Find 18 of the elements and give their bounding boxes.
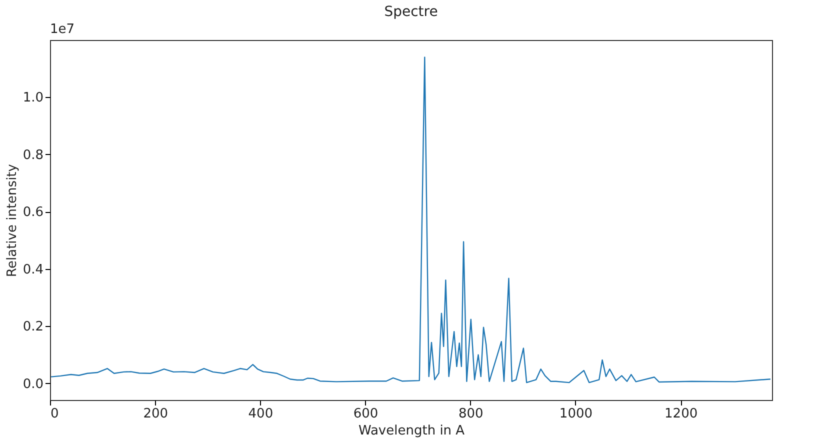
x-tick-label: 400 xyxy=(248,406,274,422)
y-tick-label: 1.0 xyxy=(22,90,44,106)
y-tick-label: 0.4 xyxy=(22,262,44,278)
x-tick-label: 200 xyxy=(143,406,168,422)
line-series xyxy=(50,56,772,384)
y-tick-label: 0.6 xyxy=(22,205,44,220)
text: 1e7 xyxy=(50,22,75,37)
x-tick-label: 1000 xyxy=(559,406,593,422)
y-tick-label: 0.8 xyxy=(22,148,44,163)
x-tick-label: 600 xyxy=(353,406,378,422)
x-tick-label: 800 xyxy=(458,406,484,422)
x-tick-label: 0 xyxy=(50,406,59,422)
x-tick-label: 1200 xyxy=(664,406,698,422)
y-tick-label: 0.2 xyxy=(22,320,44,335)
y-axis-title: Relative intensity xyxy=(4,164,20,277)
chart-title: Spectre xyxy=(384,4,438,20)
x-axis-title: Wavelength in A xyxy=(358,424,465,438)
y-tick-label: 0.0 xyxy=(22,376,44,392)
